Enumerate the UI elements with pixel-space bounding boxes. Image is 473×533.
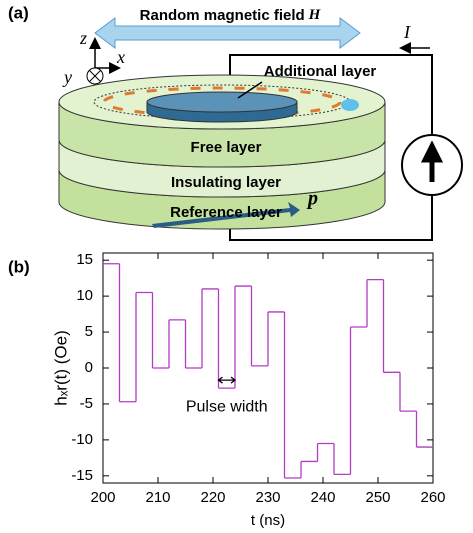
x-tick-label: 240	[310, 489, 335, 506]
y-tick-label: 10	[76, 287, 93, 304]
step-connector	[120, 264, 417, 478]
x-tick-label: 220	[200, 489, 225, 506]
axis-z: z	[79, 28, 87, 48]
panel-label: (a)	[8, 3, 29, 22]
y-tick-label: 5	[85, 323, 93, 340]
free-layer-label: Free layer	[191, 139, 262, 156]
y-tick-label: 15	[76, 251, 93, 268]
x-tick-label: 210	[145, 489, 170, 506]
y-tick-label: -5	[80, 395, 93, 412]
annotation: Pulse width	[186, 398, 268, 415]
skyrmion	[341, 99, 359, 111]
x-tick-label: 230	[255, 489, 280, 506]
figure: (a) Random magnetic fieldH z x y I Free …	[0, 0, 473, 533]
insulating-layer-label: Insulating layer	[171, 174, 281, 191]
x-axis-label: t (ns)	[251, 512, 285, 529]
polarization-label: p	[306, 188, 318, 210]
axis-x: x	[116, 47, 125, 67]
x-tick-label: 200	[90, 489, 115, 506]
y-tick-label: -15	[71, 467, 93, 484]
additional-layer-top	[147, 92, 297, 112]
x-tick-label: 260	[420, 489, 445, 506]
axis-y: y	[62, 67, 72, 87]
pulse-width-arrow	[219, 377, 236, 383]
additional-layer-label: Additional layer	[264, 63, 377, 80]
reference-layer-label: Reference layer	[170, 204, 282, 221]
x-tick-label: 250	[365, 489, 390, 506]
y-tick-label: -10	[71, 431, 93, 448]
y-tick-label: 0	[85, 359, 93, 376]
current-label: I	[403, 22, 411, 42]
chart: 15 10 5 0 -5 -10 -15 200 210 220 230 240 250 260 t (ns…	[51, 251, 445, 529]
panel-label: (b)	[8, 257, 30, 276]
y-axis-label: hₓr(t) (Oe)	[51, 330, 70, 405]
